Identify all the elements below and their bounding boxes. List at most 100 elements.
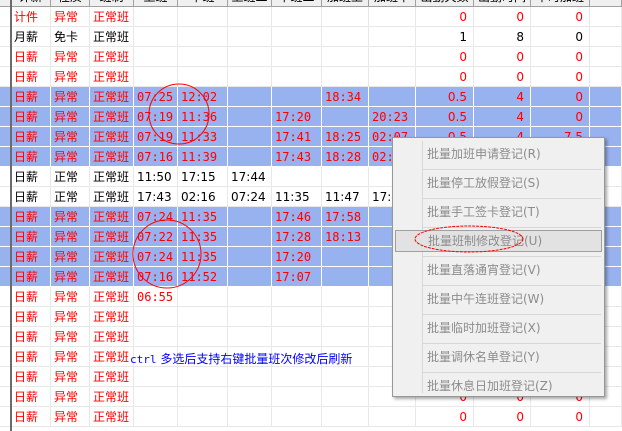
- table-cell[interactable]: [369, 7, 416, 27]
- table-cell[interactable]: 1: [416, 27, 474, 47]
- table-cell[interactable]: 11:35: [178, 247, 228, 267]
- table-cell[interactable]: 07:24: [134, 247, 178, 267]
- table-cell[interactable]: [322, 47, 369, 67]
- table-cell[interactable]: [134, 67, 178, 87]
- table-cell[interactable]: 日薪: [11, 227, 51, 247]
- table-cell[interactable]: 正常班: [90, 107, 134, 127]
- table-cell[interactable]: 正常班: [90, 227, 134, 247]
- table-cell[interactable]: 07:16: [134, 147, 178, 167]
- table-cell[interactable]: 日薪: [11, 67, 51, 87]
- column-header[interactable]: 上班: [134, 0, 178, 7]
- table-cell[interactable]: 正常班: [90, 147, 134, 167]
- table-cell[interactable]: 0: [474, 7, 531, 27]
- table-cell[interactable]: 11:36: [178, 107, 228, 127]
- table-cell[interactable]: 07:24: [134, 207, 178, 227]
- column-header[interactable]: 出勤时间: [474, 0, 531, 7]
- table-cell[interactable]: [322, 247, 369, 267]
- table-cell[interactable]: [272, 407, 322, 427]
- table-cell[interactable]: [322, 267, 369, 287]
- table-row[interactable]: 日薪 异常 正常班 07:25 12:02 18:34 0.5 4 0: [0, 87, 622, 107]
- table-cell[interactable]: 正常班: [90, 27, 134, 47]
- table-cell[interactable]: [178, 67, 228, 87]
- table-cell[interactable]: [228, 147, 272, 167]
- table-cell[interactable]: 0: [474, 387, 531, 407]
- table-cell[interactable]: [178, 287, 228, 307]
- table-cell[interactable]: 0: [531, 387, 590, 407]
- table-cell[interactable]: 17:43: [134, 187, 178, 207]
- table-cell[interactable]: [228, 47, 272, 67]
- table-cell[interactable]: [134, 367, 178, 387]
- table-cell[interactable]: 07:25: [134, 87, 178, 107]
- table-cell[interactable]: [322, 287, 369, 307]
- table-cell[interactable]: [590, 7, 622, 27]
- table-cell[interactable]: 异常: [51, 387, 90, 407]
- table-cell[interactable]: 日薪: [11, 47, 51, 67]
- table-cell[interactable]: 正常: [51, 187, 90, 207]
- table-cell[interactable]: [134, 347, 178, 367]
- table-cell[interactable]: [178, 347, 228, 367]
- column-header[interactable]: 计薪: [11, 0, 51, 7]
- table-cell[interactable]: 17:15: [178, 167, 228, 187]
- table-cell[interactable]: 4: [474, 107, 531, 127]
- table-cell[interactable]: [590, 27, 622, 47]
- table-cell[interactable]: [134, 387, 178, 407]
- table-cell[interactable]: 20:23: [369, 107, 416, 127]
- table-cell[interactable]: 17:28: [272, 227, 322, 247]
- table-row[interactable]: 月薪 免卡 正常班 1 8 0: [0, 27, 622, 47]
- table-cell[interactable]: 0.5: [416, 107, 474, 127]
- table-cell[interactable]: 0: [531, 47, 590, 67]
- table-cell[interactable]: 0.5: [416, 87, 474, 107]
- menu-item[interactable]: 批量手工签卡登记(T): [427, 205, 540, 219]
- table-row[interactable]: 日薪 异常 正常班 07:19 11:36 17:20 20:23 0.5 4 0: [0, 107, 622, 127]
- table-cell[interactable]: [322, 387, 369, 407]
- table-cell[interactable]: [228, 27, 272, 47]
- table-cell[interactable]: [228, 287, 272, 307]
- table-cell[interactable]: [228, 367, 272, 387]
- table-cell[interactable]: 正常班: [90, 207, 134, 227]
- table-cell[interactable]: 异常: [51, 147, 90, 167]
- column-header[interactable]: 下班二: [272, 0, 322, 7]
- table-row[interactable]: 日薪 异常 正常班 0 0 0: [0, 67, 622, 87]
- table-cell[interactable]: 日薪: [11, 387, 51, 407]
- table-cell[interactable]: 0: [416, 7, 474, 27]
- table-row[interactable]: 日薪 异常 正常班 0 0 0: [0, 387, 622, 407]
- table-cell[interactable]: [178, 387, 228, 407]
- table-cell[interactable]: 17:41: [272, 127, 322, 147]
- table-cell[interactable]: 正常班: [90, 7, 134, 27]
- menu-item[interactable]: 批量休息日加班登记(Z): [427, 379, 553, 393]
- table-cell[interactable]: 正常班: [90, 47, 134, 67]
- table-cell[interactable]: 异常: [51, 207, 90, 227]
- table-cell[interactable]: 4: [474, 87, 531, 107]
- table-cell[interactable]: 正常: [51, 167, 90, 187]
- table-cell[interactable]: 计件: [11, 7, 51, 27]
- column-header[interactable]: 加班上: [322, 0, 369, 7]
- table-cell[interactable]: 正常班: [90, 247, 134, 267]
- table-cell[interactable]: [322, 307, 369, 327]
- table-cell[interactable]: 异常: [51, 87, 90, 107]
- table-cell[interactable]: [322, 27, 369, 47]
- table-cell[interactable]: [228, 7, 272, 27]
- table-cell[interactable]: 0: [531, 107, 590, 127]
- table-cell[interactable]: 正常班: [90, 367, 134, 387]
- table-cell[interactable]: [369, 47, 416, 67]
- table-cell[interactable]: [272, 287, 322, 307]
- table-cell[interactable]: [228, 227, 272, 247]
- menu-item[interactable]: 批量停工放假登记(S): [427, 176, 540, 190]
- menu-item[interactable]: 批量中午连班登记(W): [427, 292, 545, 306]
- column-header[interactable]: 加班下: [369, 0, 416, 7]
- table-cell[interactable]: 正常班: [90, 67, 134, 87]
- table-cell[interactable]: 日薪: [11, 147, 51, 167]
- table-cell[interactable]: [272, 347, 322, 367]
- column-header[interactable]: 周末加: [590, 0, 622, 7]
- table-cell[interactable]: 异常: [51, 127, 90, 147]
- table-cell[interactable]: [590, 407, 622, 427]
- table-cell[interactable]: 异常: [51, 327, 90, 347]
- table-cell[interactable]: [228, 347, 272, 367]
- table-cell[interactable]: 8: [474, 27, 531, 47]
- table-cell[interactable]: [134, 327, 178, 347]
- table-cell[interactable]: 日薪: [11, 87, 51, 107]
- table-cell[interactable]: 异常: [51, 287, 90, 307]
- table-cell[interactable]: 月薪: [11, 27, 51, 47]
- table-cell[interactable]: 11:50: [134, 167, 178, 187]
- table-cell[interactable]: 异常: [51, 367, 90, 387]
